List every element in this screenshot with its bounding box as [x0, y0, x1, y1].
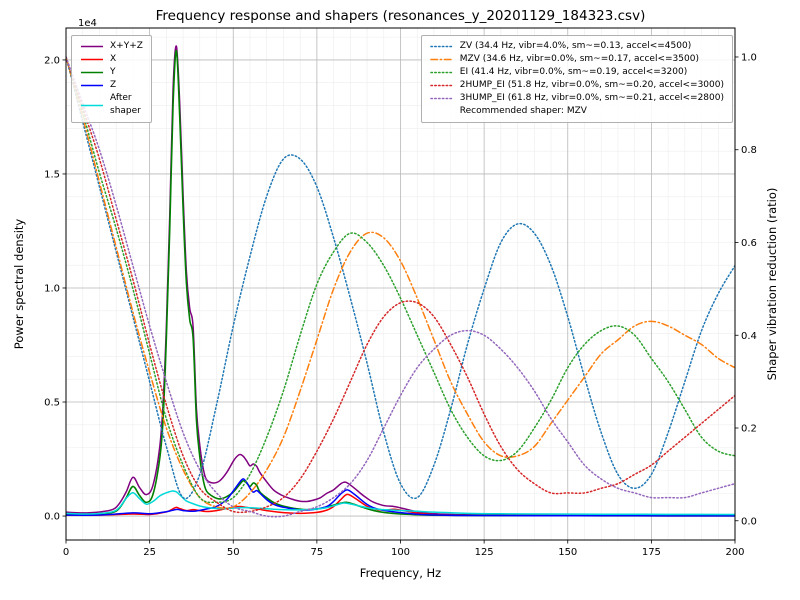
- x-axis-label: Frequency, Hz: [359, 566, 442, 580]
- series-after-shaper: [66, 490, 735, 516]
- series-3hump-ei: [66, 56, 735, 518]
- legend-item: X+Y+Z: [80, 40, 143, 53]
- series-y: [66, 50, 735, 517]
- series-ei: [66, 56, 735, 504]
- legend-item: EI (41.4 Hz, vibr=0.0%, sm~=0.19, accel<…: [429, 66, 724, 79]
- legend-item: 3HUMP_EI (61.8 Hz, vibr=0.0%, sm~=0.21, …: [429, 92, 724, 105]
- y-left-tick-label: 1.0: [44, 283, 60, 294]
- x-tick-label: 25: [143, 547, 156, 558]
- x-tick-label: 75: [311, 547, 324, 558]
- series-x: [66, 493, 735, 517]
- legend-label: MZV (34.6 Hz, vibr=0.0%, sm~=0.17, accel…: [459, 54, 699, 65]
- series-2hump-ei: [66, 56, 735, 514]
- x-tick-label: 150: [558, 547, 577, 558]
- x-tick-label: 200: [725, 547, 744, 558]
- y-right-tick-label: 0.6: [741, 238, 757, 249]
- series-z: [66, 478, 735, 517]
- y-left-tick-label: 0.5: [44, 398, 60, 409]
- series-zv: [66, 56, 735, 500]
- x-tick-label: 125: [475, 547, 494, 558]
- legend-line-sample: [429, 97, 454, 100]
- y-right-tick-label: 0.2: [741, 424, 757, 435]
- x-tick-label: 50: [227, 547, 240, 558]
- legend-line-sample: [429, 71, 454, 74]
- legend-label: ZV (34.4 Hz, vibr=4.0%, sm~=0.13, accel<…: [459, 41, 692, 51]
- legend-line-sample: [81, 58, 103, 61]
- y-left-axis-label: Power spectral density: [12, 218, 26, 350]
- legend-line-sample: [429, 45, 454, 48]
- y-right-axis-label: Shaper vibration reduction (ratio): [765, 187, 779, 381]
- legend-line-sample: [81, 84, 103, 87]
- legend-label: X+Y+Z: [110, 41, 143, 51]
- y-right-tick-label: 0.4: [741, 331, 757, 342]
- tick-labels: 0 25 50 75 100 125 150 175 200 0.0 0.5 1.0 1.5 2.0 0.0…: [44, 52, 757, 558]
- legend-label: EI (41.4 Hz, vibr=0.0%, sm~=0.19, accel<…: [459, 67, 688, 78]
- legend-shapers: ZV (34.4 Hz, vibr=4.0%, sm~=0.13, accel<…: [420, 35, 733, 124]
- chart-title: Frequency response and shapers (resonanc…: [155, 8, 646, 24]
- legend-line-sample: [81, 45, 103, 48]
- legend-note: Recommended shaper: MZV: [459, 106, 587, 117]
- tick-marks: [62, 56, 739, 544]
- legend-line-sample: [81, 71, 103, 74]
- x-tick-label: 100: [391, 547, 410, 558]
- series-layer: [66, 45, 735, 518]
- legend-line-sample: [429, 84, 454, 87]
- y-left-tick-label: 2.0: [44, 55, 60, 66]
- y-right-tick-label: 0.8: [741, 145, 757, 156]
- legend-item: X: [80, 53, 143, 66]
- x-tick-label: 0: [63, 547, 69, 558]
- x-tick-label: 175: [642, 547, 661, 558]
- legend-item: After shaper: [80, 92, 143, 118]
- legend-item: 2HUMP_EI (51.8 Hz, vibr=0.0%, sm~=0.20, …: [429, 79, 724, 92]
- legend-item: ZV (34.4 Hz, vibr=4.0%, sm~=0.13, accel<…: [429, 40, 724, 53]
- y-right-tick-label: 0.0: [741, 516, 757, 527]
- series-mzv: [66, 56, 735, 510]
- y-left-tick-label: 0.0: [44, 512, 60, 523]
- legend-item: MZV (34.6 Hz, vibr=0.0%, sm~=0.17, accel…: [429, 53, 724, 66]
- legend-label: 3HUMP_EI (61.8 Hz, vibr=0.0%, sm~=0.21, …: [459, 93, 724, 104]
- legend-line-sample: [81, 104, 103, 107]
- legend-label: Z: [110, 80, 117, 91]
- y-left-tick-label: 1.5: [44, 169, 60, 180]
- y-axis-offset-text: 1e4: [78, 18, 97, 29]
- legend-label: 2HUMP_EI (51.8 Hz, vibr=0.0%, sm~=0.20, …: [459, 80, 724, 91]
- legend-label: X: [110, 54, 117, 65]
- y-right-tick-label: 1.0: [741, 52, 757, 63]
- legend-label: Y: [110, 67, 116, 78]
- legend-line-sample: [429, 58, 454, 61]
- legend-item: Z: [80, 79, 143, 92]
- legend-item: Y: [80, 66, 143, 79]
- legend-label: After shaper: [110, 93, 141, 117]
- legend-psd: X+Y+Z X Y Z After shaper: [71, 35, 152, 124]
